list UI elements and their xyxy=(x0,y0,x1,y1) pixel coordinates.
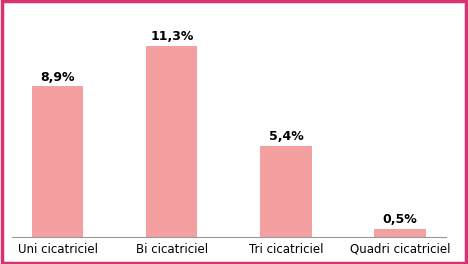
Text: 0,5%: 0,5% xyxy=(383,213,417,226)
Bar xyxy=(32,86,83,237)
Text: 5,4%: 5,4% xyxy=(269,130,303,143)
Bar xyxy=(374,229,426,237)
Bar xyxy=(146,45,197,237)
Bar xyxy=(260,146,312,237)
Text: 8,9%: 8,9% xyxy=(40,71,75,84)
Text: 11,3%: 11,3% xyxy=(150,30,193,43)
